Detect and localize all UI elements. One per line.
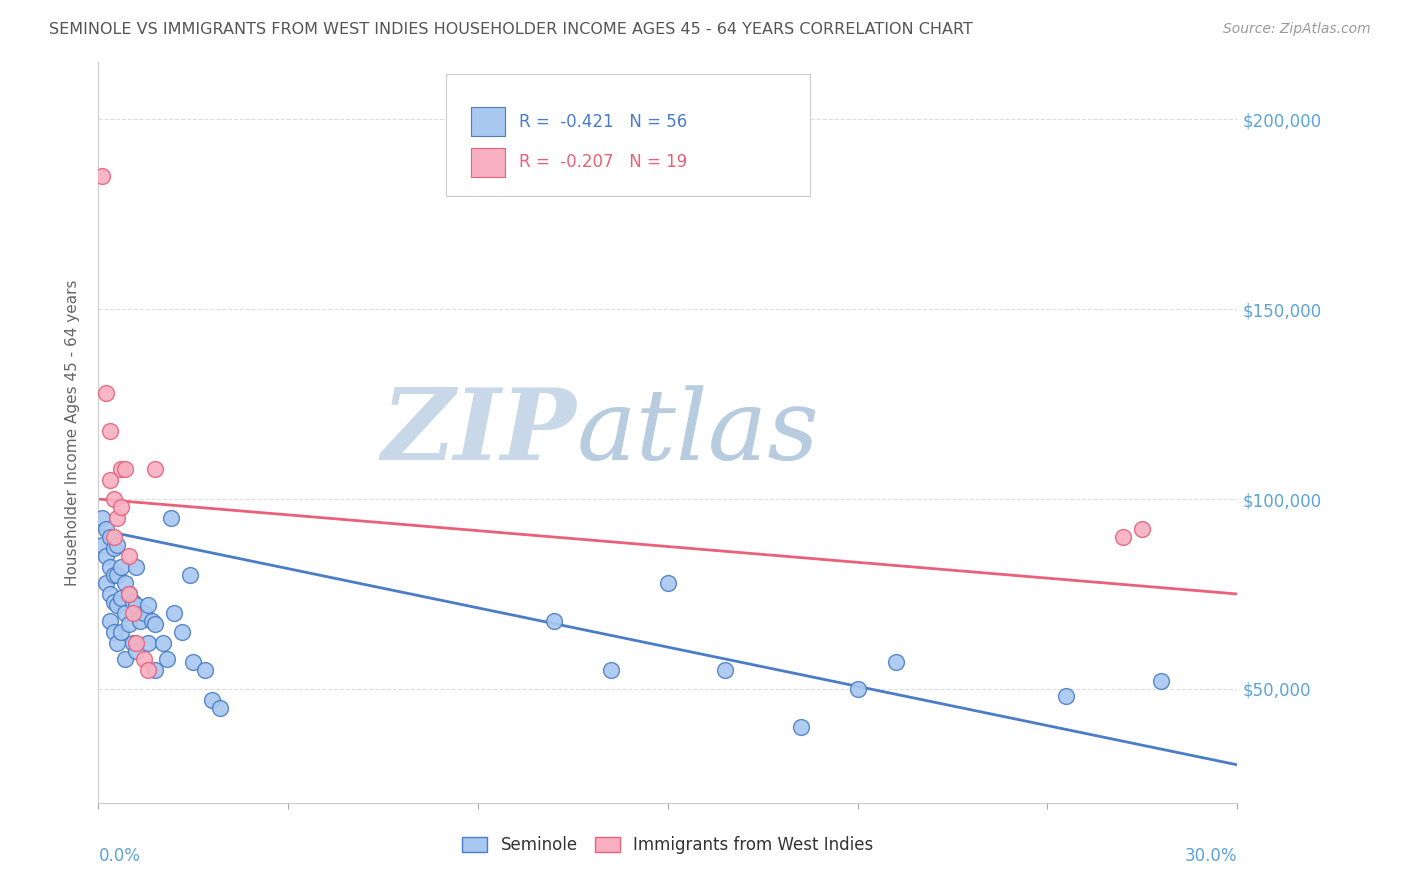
Point <box>159 511 181 525</box>
Point <box>110 624 132 639</box>
Point <box>121 594 143 608</box>
Point <box>201 693 224 707</box>
Text: R =  -0.207   N = 19: R = -0.207 N = 19 <box>519 153 688 171</box>
FancyBboxPatch shape <box>446 73 810 195</box>
Point <box>657 575 679 590</box>
Point <box>110 500 132 514</box>
Point <box>107 511 129 525</box>
Point <box>156 651 179 665</box>
Point <box>91 169 114 184</box>
Point <box>98 424 121 438</box>
Text: SEMINOLE VS IMMIGRANTS FROM WEST INDIES HOUSEHOLDER INCOME AGES 45 - 64 YEARS CO: SEMINOLE VS IMMIGRANTS FROM WEST INDIES … <box>49 22 973 37</box>
Text: ZIP: ZIP <box>382 384 576 481</box>
Point <box>1112 530 1135 544</box>
Point <box>98 530 121 544</box>
Point <box>136 663 159 677</box>
Point <box>94 523 117 537</box>
Point <box>136 636 159 650</box>
Point <box>118 617 141 632</box>
Point <box>98 473 121 487</box>
Point <box>132 651 155 665</box>
Text: Source: ZipAtlas.com: Source: ZipAtlas.com <box>1223 22 1371 37</box>
Point <box>91 538 114 552</box>
Point <box>132 606 155 620</box>
Point <box>1150 674 1173 689</box>
Point <box>183 656 205 670</box>
Point <box>179 568 201 582</box>
Point <box>107 568 129 582</box>
Point <box>110 591 132 605</box>
Point <box>125 636 148 650</box>
FancyBboxPatch shape <box>471 107 505 136</box>
Point <box>208 701 231 715</box>
Point <box>118 587 141 601</box>
Point <box>107 538 129 552</box>
Point <box>114 575 136 590</box>
Point <box>98 560 121 574</box>
Point <box>152 636 174 650</box>
Point <box>114 461 136 475</box>
Point <box>121 606 143 620</box>
Point <box>600 663 623 677</box>
Point <box>110 461 132 475</box>
Point <box>110 560 132 574</box>
Point <box>1056 690 1078 704</box>
Point <box>98 587 121 601</box>
Point <box>790 720 813 734</box>
Point <box>194 663 217 677</box>
Point <box>118 587 141 601</box>
Point <box>714 663 737 677</box>
Point <box>103 541 125 556</box>
Point <box>170 624 193 639</box>
Point <box>136 599 159 613</box>
Point <box>118 549 141 563</box>
Point <box>114 606 136 620</box>
Legend: Seminole, Immigrants from West Indies: Seminole, Immigrants from West Indies <box>456 830 880 861</box>
Point <box>145 461 167 475</box>
Point <box>98 614 121 628</box>
Point <box>107 636 129 650</box>
Point <box>125 644 148 658</box>
Point <box>103 594 125 608</box>
Point <box>94 385 117 400</box>
Point <box>1132 523 1154 537</box>
Point <box>103 624 125 639</box>
FancyBboxPatch shape <box>471 147 505 178</box>
Point <box>103 530 125 544</box>
Point <box>121 636 143 650</box>
Text: 0.0%: 0.0% <box>98 847 141 865</box>
Point <box>129 614 152 628</box>
Point <box>543 614 565 628</box>
Text: 30.0%: 30.0% <box>1185 847 1237 865</box>
Point <box>103 568 125 582</box>
Point <box>846 681 869 696</box>
Text: atlas: atlas <box>576 385 820 480</box>
Point <box>884 656 907 670</box>
Point <box>141 614 163 628</box>
Point <box>125 560 148 574</box>
Point <box>145 663 167 677</box>
Point <box>163 606 186 620</box>
Point <box>94 549 117 563</box>
Text: R =  -0.421   N = 56: R = -0.421 N = 56 <box>519 112 688 130</box>
Point <box>94 575 117 590</box>
Point <box>125 599 148 613</box>
Point <box>145 617 167 632</box>
Y-axis label: Householder Income Ages 45 - 64 years: Householder Income Ages 45 - 64 years <box>65 279 80 586</box>
Point <box>103 491 125 506</box>
Point <box>107 599 129 613</box>
Point <box>91 511 114 525</box>
Point <box>114 651 136 665</box>
